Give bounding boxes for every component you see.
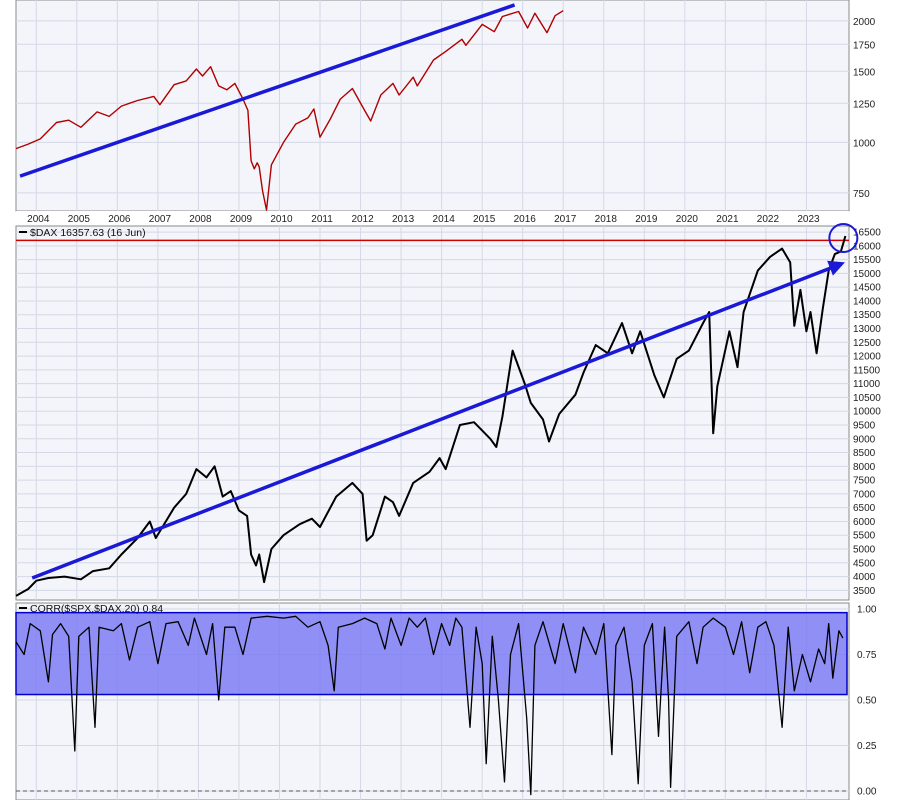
x-axis-year-label: 2004 — [27, 214, 50, 225]
dax-y-tick-label: 11500 — [853, 365, 881, 376]
spx-y-tick-label: 1500 — [853, 67, 876, 78]
dax-y-tick-label: 5500 — [853, 531, 876, 542]
spx-trendline — [19, 3, 516, 178]
corr-y-tick-label: 0.25 — [857, 741, 877, 752]
x-axis-year-label: 2016 — [514, 214, 537, 225]
x-axis-year-label: 2014 — [433, 214, 456, 225]
dax-y-tick-label: 10500 — [853, 393, 881, 404]
dax-y-tick-label: 4500 — [853, 558, 876, 569]
x-axis-year-label: 2021 — [716, 214, 739, 225]
dax-background — [15, 225, 850, 601]
dax-trendline — [31, 264, 836, 580]
spx-price-panel: 2000 1750 1500 1250 1000 750 — [15, 0, 876, 212]
dax-trendline-arrowhead — [827, 260, 845, 276]
x-axis-year-label: 2008 — [189, 214, 212, 225]
dax-y-tick-label: 15500 — [853, 255, 881, 266]
x-axis-year-label: 2005 — [68, 214, 91, 225]
dax-y-tick-label: 8000 — [853, 462, 876, 473]
x-axis-year-label: 2012 — [351, 214, 374, 225]
dax-y-tick-label: 5000 — [853, 545, 876, 556]
spx-y-tick-label: 1000 — [853, 138, 876, 149]
dax-y-tick-label: 6000 — [853, 517, 876, 528]
x-axis-year-label: 2017 — [554, 214, 577, 225]
dax-y-tick-label: 16000 — [853, 241, 881, 252]
x-axis-year-label: 2006 — [108, 214, 131, 225]
spx-y-tick-label: 2000 — [853, 17, 876, 28]
spx-y-tick-label: 750 — [853, 189, 870, 200]
dax-y-tick-label: 9000 — [853, 434, 876, 445]
dax-y-tick-label: 4000 — [853, 572, 876, 583]
dax-y-tick-label: 14000 — [853, 296, 881, 307]
dax-y-tick-label: 14500 — [853, 283, 881, 294]
dax-y-tick-label: 12500 — [853, 338, 881, 349]
x-axis-year-label: 2022 — [757, 214, 780, 225]
x-axis-year-label: 2018 — [595, 214, 618, 225]
dax-y-tick-label: 13000 — [853, 324, 881, 335]
corr-y-tick-label: 0.00 — [857, 787, 877, 798]
x-axis-year-label: 2011 — [311, 214, 333, 225]
x-axis-year-labels: 2004 2005 2006 2007 2008 2009 2010 2011 2012 2013… — [16, 211, 849, 226]
dax-y-tick-label: 7000 — [853, 489, 876, 500]
x-axis-year-label: 2020 — [676, 214, 699, 225]
dax-y-tick-label: 7500 — [853, 476, 876, 487]
dax-legend-label: $DAX 16357.63 (16 Jun) — [30, 227, 146, 239]
x-axis-year-label: 2007 — [149, 214, 172, 225]
spx-price-line — [15, 10, 564, 211]
corr-y-tick-label: 1.00 — [857, 605, 877, 616]
x-axis-year-label: 2009 — [230, 214, 253, 225]
corr-y-tick-label: 0.75 — [857, 650, 877, 661]
x-axis-year-label: 2019 — [635, 214, 658, 225]
x-axis-year-label: 2010 — [270, 214, 293, 225]
latest-price-highlight-circle — [828, 223, 859, 254]
corr-legend-label: CORR($SPX,$DAX,20) 0.84 — [30, 603, 163, 615]
x-axis-year-label: 2013 — [392, 214, 415, 225]
spx-y-tick-label: 1750 — [853, 40, 876, 51]
correlation-highlight-band — [15, 611, 848, 696]
dax-y-tick-label: 10000 — [853, 407, 881, 418]
dax-y-tick-label: 11000 — [853, 379, 881, 390]
spx-y-tick-label: 1250 — [853, 99, 876, 110]
corr-y-tick-label: 0.50 — [857, 696, 877, 707]
dax-y-tick-label: 9500 — [853, 420, 876, 431]
correlation-line — [15, 615, 844, 796]
dax-y-tick-label: 3500 — [853, 586, 876, 597]
dax-legend: $DAX 16357.63 (16 Jun) — [19, 227, 146, 239]
x-axis-strip — [16, 211, 849, 226]
dax-y-tick-label: 8500 — [853, 448, 876, 459]
x-axis-year-label: 2015 — [473, 214, 496, 225]
dax-y-tick-label: 13500 — [853, 310, 881, 321]
dax-y-tick-label: 16500 — [853, 228, 881, 239]
correlation-panel: 1.00 0.75 0.50 0.25 0.00 — [15, 602, 877, 800]
dax-price-line — [15, 235, 847, 597]
corr-legend: CORR($SPX,$DAX,20) 0.84 — [19, 603, 163, 615]
dax-y-tick-label: 6500 — [853, 503, 876, 514]
dax-y-tick-label: 15000 — [853, 269, 881, 280]
dax-price-panel: 16500 16000 15500 15000 14500 14000 13500 13000… — [15, 223, 881, 601]
x-axis-year-label: 2023 — [797, 214, 820, 225]
dax-y-tick-label: 12000 — [853, 352, 881, 363]
